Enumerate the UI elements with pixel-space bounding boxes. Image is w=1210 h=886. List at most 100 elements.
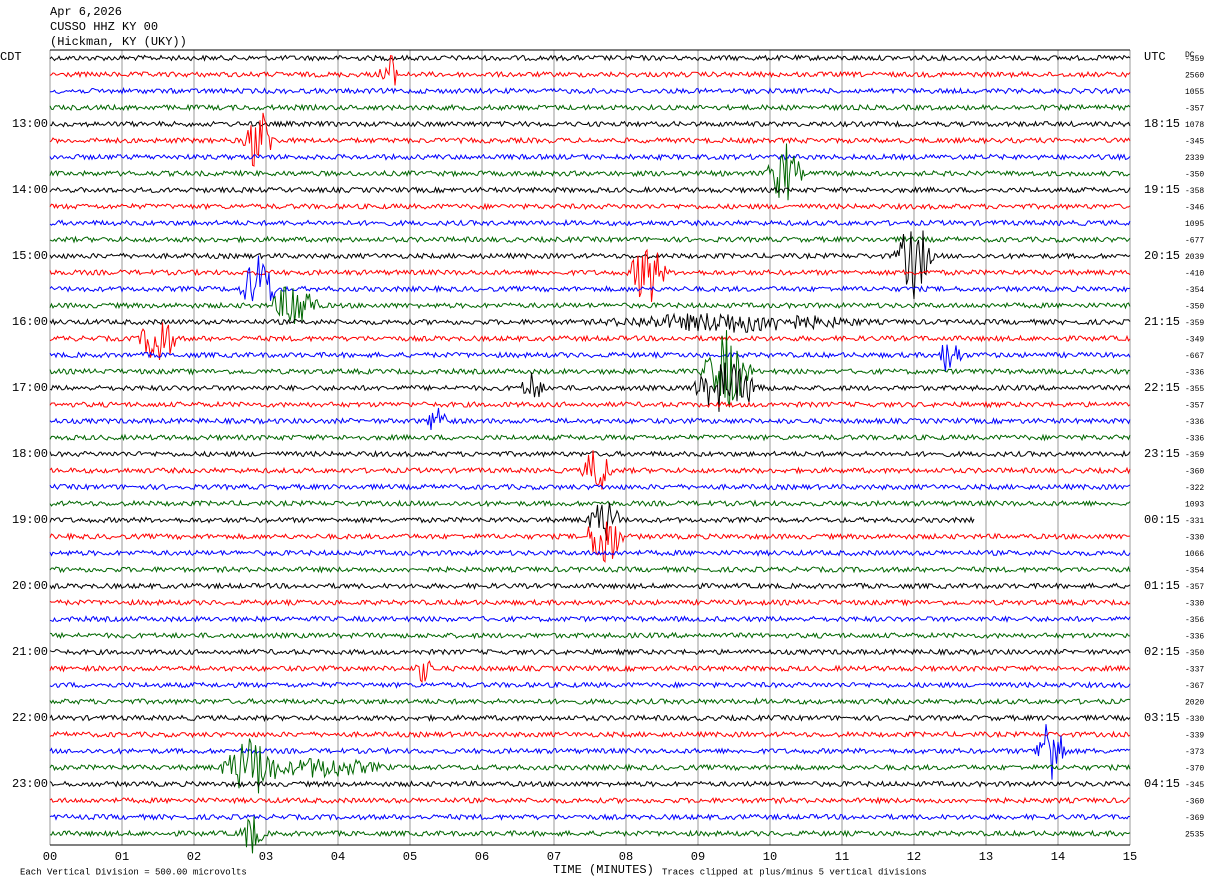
location: (Hickman, KY (UKY)) xyxy=(50,35,187,49)
x-tick-label: 07 xyxy=(547,850,561,864)
dc-value: -359 xyxy=(1185,319,1204,328)
right-time-label: 23:15 xyxy=(1144,447,1180,461)
x-tick-label: 00 xyxy=(43,850,57,864)
seismic-trace xyxy=(49,322,1131,360)
seismic-trace xyxy=(49,648,1131,656)
x-tick-label: 08 xyxy=(619,850,633,864)
left-time-label: 16:00 xyxy=(12,315,48,329)
x-tick-label: 02 xyxy=(187,850,201,864)
station: CUSSO HHZ KY 00 xyxy=(50,20,158,34)
right-time-label: 22:15 xyxy=(1144,381,1180,395)
left-time-label: 17:00 xyxy=(12,381,48,395)
dc-value: -350 xyxy=(1185,649,1204,658)
seismic-trace xyxy=(49,143,1131,201)
seismic-trace xyxy=(49,103,1131,112)
seismic-trace xyxy=(49,230,1131,300)
seismic-trace xyxy=(49,816,1131,854)
seismic-trace xyxy=(49,796,1131,805)
dc-value: -367 xyxy=(1185,682,1204,691)
seismic-trace xyxy=(49,499,1131,508)
seismic-trace xyxy=(49,813,1131,821)
seismic-trace xyxy=(49,312,1131,333)
seismic-trace xyxy=(49,202,1131,211)
dc-value: -330 xyxy=(1185,600,1204,609)
dc-value: -357 xyxy=(1185,105,1204,114)
left-time-label: 14:00 xyxy=(12,183,48,197)
dc-value: -360 xyxy=(1185,798,1204,807)
dc-value: -357 xyxy=(1185,583,1204,592)
date: Apr 6,2026 xyxy=(50,5,122,19)
right-time-label: 01:15 xyxy=(1144,579,1180,593)
x-tick-label: 03 xyxy=(259,850,273,864)
seismic-trace xyxy=(49,502,975,541)
dc-value: 1066 xyxy=(1185,550,1204,559)
dc-value: -356 xyxy=(1185,616,1204,625)
seismic-trace xyxy=(49,549,1131,557)
seismic-trace xyxy=(49,255,1131,302)
seismic-trace xyxy=(49,53,1131,62)
x-tick-label: 11 xyxy=(835,850,849,864)
seismic-trace xyxy=(49,697,1131,706)
dc-value: 1055 xyxy=(1185,88,1204,97)
seismic-trace xyxy=(49,565,1131,574)
dc-value: -359 xyxy=(1185,451,1204,460)
dc-value: -355 xyxy=(1185,385,1204,394)
seismic-trace xyxy=(49,218,1131,227)
left-time-label: 13:00 xyxy=(12,117,48,131)
left-time-label: 21:00 xyxy=(12,645,48,659)
dc-value: 2535 xyxy=(1185,831,1204,840)
seismic-trace xyxy=(49,660,1131,684)
seismic-trace xyxy=(49,362,1131,412)
seismic-trace xyxy=(49,186,1131,194)
left-time-label: 15:00 xyxy=(12,249,48,263)
dc-value: 2039 xyxy=(1185,253,1204,262)
dc-value: -336 xyxy=(1185,633,1204,642)
seismic-trace xyxy=(49,407,1131,431)
dc-value: -354 xyxy=(1185,286,1204,295)
dc-value: -354 xyxy=(1185,567,1204,576)
dc-value: -337 xyxy=(1185,666,1204,675)
dc-value: -349 xyxy=(1185,336,1204,345)
dc-value: 2339 xyxy=(1185,154,1204,163)
seismic-trace xyxy=(49,152,1131,162)
seismic-trace xyxy=(49,112,1131,167)
seismic-trace xyxy=(49,582,1131,591)
seismic-trace xyxy=(49,780,1131,788)
seismic-trace xyxy=(49,724,1131,780)
x-tick-label: 12 xyxy=(907,850,921,864)
seismic-trace xyxy=(49,450,1131,490)
x-tick-label: 14 xyxy=(1051,850,1065,864)
dc-value: -350 xyxy=(1185,303,1204,312)
dc-value: -339 xyxy=(1185,732,1204,741)
left-time-label: 23:00 xyxy=(12,777,48,791)
right-time-label: 03:15 xyxy=(1144,711,1180,725)
right-time-label: 00:15 xyxy=(1144,513,1180,527)
dc-value: -345 xyxy=(1185,138,1204,147)
dc-value: -667 xyxy=(1185,352,1204,361)
right-time-label: 21:15 xyxy=(1144,315,1180,329)
seismic-trace xyxy=(49,730,1131,739)
dc-value: -410 xyxy=(1185,270,1204,279)
seismic-trace xyxy=(49,86,1131,95)
x-tick-label: 05 xyxy=(403,850,417,864)
x-tick-label: 06 xyxy=(475,850,489,864)
dc-value: -369 xyxy=(1185,814,1204,823)
seismic-trace xyxy=(49,631,1131,640)
dc-value: 2560 xyxy=(1185,72,1204,81)
scale-note: Each Vertical Division = 500.00 microvol… xyxy=(20,867,247,877)
dc-value: -346 xyxy=(1185,204,1204,213)
left-time-label: 18:00 xyxy=(12,447,48,461)
right-axis-title: UTC xyxy=(1144,50,1166,64)
dc-value: -373 xyxy=(1185,748,1204,757)
left-time-label: 22:00 xyxy=(12,711,48,725)
dc-value: -359 xyxy=(1185,55,1204,64)
dc-title: DC xyxy=(1185,51,1195,60)
seismic-trace xyxy=(49,330,1131,408)
dc-value: -358 xyxy=(1185,187,1204,196)
dc-value: -331 xyxy=(1185,517,1204,526)
seismic-trace xyxy=(49,680,1131,689)
dc-value: -345 xyxy=(1185,781,1204,790)
left-time-label: 19:00 xyxy=(12,513,48,527)
dc-value: -330 xyxy=(1185,534,1204,543)
dc-value: -357 xyxy=(1185,402,1204,411)
